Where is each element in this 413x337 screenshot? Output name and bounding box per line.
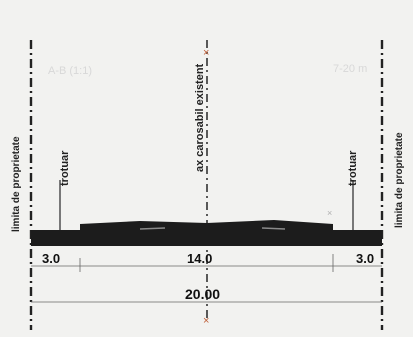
- sidewalk-label-right: trotuar: [347, 150, 359, 186]
- road-highlight-left: [139, 227, 166, 230]
- road-profile: [31, 220, 382, 246]
- property-limit-label-left: limita de proprietate: [11, 136, 22, 232]
- dimension-total: 20.00: [185, 286, 220, 302]
- property-limit-label-right: limita de proprietate: [394, 132, 405, 228]
- faint-label-right: 7-20 m: [333, 63, 367, 75]
- dimension-carriageway: 14.0: [187, 251, 212, 266]
- road-highlight-right: [261, 227, 286, 230]
- sidewalk-label-left: trotuar: [59, 150, 71, 186]
- dimension-sidewalk-left: 3.0: [42, 251, 60, 266]
- faint-label-left: A-B (1:1): [48, 65, 92, 77]
- axis-bottom-mark: ×: [203, 315, 209, 327]
- kerb-marker: ×: [327, 208, 332, 218]
- dimension-sidewalk-right: 3.0: [356, 251, 374, 266]
- road-axis-label: ax carosabil existent: [194, 63, 206, 172]
- axis-top-mark: ×: [203, 47, 209, 59]
